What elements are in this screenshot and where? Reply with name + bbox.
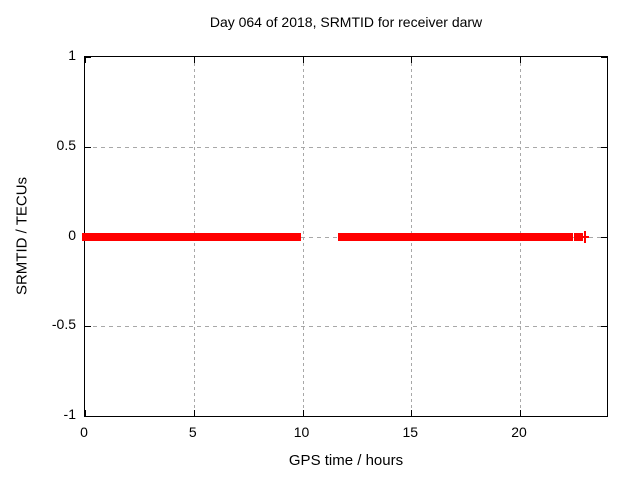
y-tick-label: 0: [68, 226, 76, 243]
data-point-plus-v: [584, 230, 587, 243]
x-tick-label: 0: [80, 424, 88, 440]
x-axis-label: GPS time / hours: [288, 452, 404, 469]
y-tick-mark-right: [601, 416, 607, 417]
x-tick-mark-bottom: [411, 410, 413, 416]
y-tick-mark-right: [601, 57, 607, 58]
plot-area: [82, 56, 608, 417]
data-segment: [573, 232, 583, 241]
x-tick-label: 15: [402, 424, 419, 440]
y-tick-mark-left: [85, 416, 91, 417]
x-tick-label: 5: [188, 424, 197, 440]
x-tick-label: 20: [511, 424, 527, 440]
x-tick-mark-bottom: [193, 410, 195, 416]
x-tick-mark-top: [85, 57, 86, 63]
x-tick-mark-bottom: [85, 410, 86, 416]
y-tick-label: 1: [68, 47, 76, 63]
y-tick-mark-left: [85, 57, 91, 58]
y-tick-mark-right: [601, 326, 607, 328]
y-tick-mark-right: [601, 236, 607, 238]
gridline-y: [85, 326, 607, 328]
y-tick-mark-right: [601, 146, 607, 148]
y-tick-mark-left: [85, 326, 91, 328]
x-tick-mark-top: [193, 57, 195, 63]
x-tick-mark-top: [302, 57, 304, 63]
y-tick-label: -1: [63, 406, 76, 422]
x-tick-mark-top: [520, 57, 521, 63]
x-tick-mark-top: [411, 57, 413, 63]
gridline-y: [85, 146, 607, 148]
chart-title: Day 064 of 2018, SRMTID for receiver dar…: [209, 14, 483, 30]
data-segment: [82, 232, 302, 241]
x-tick-mark-bottom: [520, 410, 521, 416]
y-tick-label: -0.5: [51, 316, 76, 333]
x-tick-mark-bottom: [302, 410, 304, 416]
y-tick-label: 0.5: [56, 136, 76, 153]
data-segment: [338, 232, 573, 241]
y-tick-mark-left: [85, 146, 91, 148]
x-tick-label: 10: [293, 424, 310, 440]
